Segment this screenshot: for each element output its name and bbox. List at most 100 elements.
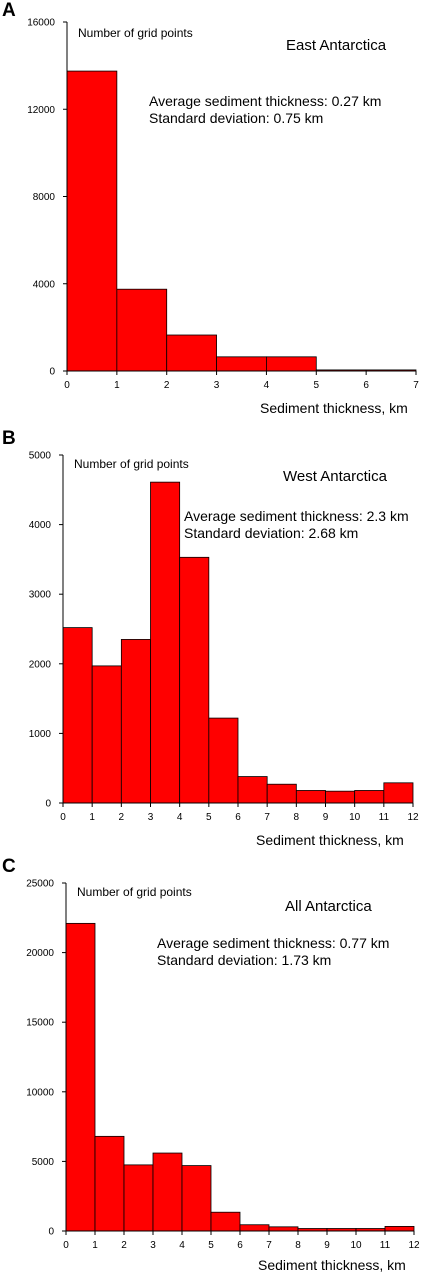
x-tick-label: 6 [363, 380, 369, 391]
x-tick-label: 6 [237, 1240, 243, 1251]
histogram-bar [181, 1165, 212, 1232]
panel-letter: A [2, 0, 16, 21]
x-tick-label: 2 [119, 812, 125, 823]
x-tick-label: 7 [413, 380, 419, 391]
y-tick-label: 16000 [27, 18, 55, 29]
panel-all-antarctica: 0 5000 10000 15000 20000 25000 0 1 2 3 4 5 6 7 8 9 10 11 1… [0, 856, 422, 1278]
y-tick-label: 0 [49, 367, 55, 378]
panel-east-antarctica: 0 4000 8000 12000 16000 0 1 2 3 4 5 6 7 A Number of … [0, 0, 422, 425]
histogram-bar [123, 1164, 154, 1232]
x-tick-label: 0 [63, 1240, 69, 1251]
x-tick-label: 10 [350, 1240, 362, 1251]
histogram-bar [91, 665, 122, 804]
histogram-bar [239, 1224, 270, 1232]
x-tick-label: 3 [150, 1240, 156, 1251]
y-tick-label: 15000 [26, 1018, 54, 1029]
x-tick-label: 11 [380, 1240, 391, 1251]
histogram-bar [266, 783, 297, 804]
x-tick-label: 9 [323, 812, 329, 823]
x-tick-label: 2 [164, 380, 170, 391]
histogram-bar [383, 782, 414, 804]
y-axis-label: Number of grid points [77, 885, 192, 899]
y-tick-label: 3000 [29, 590, 52, 601]
histogram-bar [94, 1135, 125, 1232]
x-tick-label: 3 [214, 380, 220, 391]
x-tick-label: 3 [148, 812, 154, 823]
standard-deviation-text: Standard deviation: 0.75 km [149, 110, 324, 126]
x-axis-label: Sediment thickness, km [260, 400, 408, 416]
panel-title: West Antarctica [283, 468, 387, 485]
x-tick-label: 8 [295, 1240, 301, 1251]
x-tick-label: 4 [179, 1240, 185, 1251]
histogram-bar [384, 1226, 415, 1232]
average-thickness-text: Average sediment thickness: 0.77 km [157, 935, 390, 951]
panel-title: East Antarctica [286, 37, 387, 54]
y-tick-label: 0 [45, 799, 51, 810]
histogram-bar [65, 922, 96, 1232]
panel-west-antarctica: 0 1000 2000 3000 4000 5000 0 1 2 3 4 5 6 7 8 9 10 11 12 B … [0, 428, 422, 852]
histogram-bar [237, 776, 268, 804]
x-tick-label: 5 [206, 812, 212, 823]
standard-deviation-text: Standard deviation: 2.68 km [184, 525, 359, 541]
y-tick-label: 12000 [27, 105, 55, 116]
x-tick-label: 12 [408, 1240, 420, 1251]
x-tick-label: 8 [294, 812, 300, 823]
y-tick-label: 0 [48, 1227, 54, 1238]
x-tick-label: 1 [114, 380, 120, 391]
x-tick-label: 4 [264, 380, 270, 391]
x-tick-label: 7 [264, 812, 270, 823]
y-axis-label: Number of grid points [78, 26, 193, 40]
x-tick-label: 6 [235, 812, 241, 823]
histogram-bar [210, 1211, 241, 1232]
y-tick-label: 10000 [26, 1087, 54, 1098]
histogram-bar [266, 356, 317, 372]
y-tick-label: 8000 [33, 192, 56, 203]
x-tick-label: 0 [64, 380, 70, 391]
histogram-bar [268, 1226, 299, 1232]
histogram-bar [66, 70, 118, 372]
y-tick-label: 20000 [26, 948, 54, 959]
histogram-bar [179, 556, 210, 804]
average-thickness-text: Average sediment thickness: 0.27 km [149, 93, 382, 109]
x-tick-label: 4 [177, 812, 183, 823]
x-tick-label: 9 [324, 1240, 330, 1251]
y-tick-label: 5000 [29, 451, 52, 462]
histogram-bar [166, 334, 217, 372]
standard-deviation-text: Standard deviation: 1.73 km [157, 952, 332, 968]
histogram-bar [208, 717, 239, 804]
histogram-bar [150, 481, 181, 804]
x-tick-label: 10 [349, 812, 361, 823]
x-axis-label: Sediment thickness, km [258, 1257, 406, 1273]
histogram-bar [325, 790, 356, 804]
x-tick-label: 11 [379, 812, 390, 823]
histogram-bar [62, 627, 93, 804]
x-tick-label: 5 [314, 380, 320, 391]
histogram-bar [152, 1152, 183, 1232]
y-tick-label: 1000 [29, 729, 52, 740]
histogram-bar [120, 639, 151, 804]
y-tick-label: 2000 [29, 659, 52, 670]
histogram-bar [295, 790, 326, 804]
x-tick-label: 1 [92, 1240, 98, 1251]
y-tick-label: 4000 [29, 520, 52, 531]
y-tick-label: 4000 [33, 279, 56, 290]
x-tick-label: 7 [266, 1240, 272, 1251]
x-tick-label: 0 [60, 812, 66, 823]
histogram-bar [216, 356, 267, 372]
panel-letter: B [2, 428, 16, 449]
x-tick-label: 5 [208, 1240, 214, 1251]
x-axis-label: Sediment thickness, km [256, 832, 404, 848]
x-tick-label: 12 [407, 812, 419, 823]
y-tick-label: 25000 [26, 879, 54, 890]
histogram-bar [354, 790, 385, 804]
x-tick-label: 2 [121, 1240, 127, 1251]
panel-title: All Antarctica [285, 898, 372, 915]
average-thickness-text: Average sediment thickness: 2.3 km [184, 508, 409, 524]
panel-letter: C [2, 856, 16, 877]
histogram-bar [116, 288, 168, 372]
y-axis-label: Number of grid points [74, 457, 189, 471]
y-tick-label: 5000 [32, 1157, 55, 1168]
histogram-east-antarctica: 0 4000 8000 12000 16000 0 1 2 3 4 5 6 7 [27, 18, 419, 392]
